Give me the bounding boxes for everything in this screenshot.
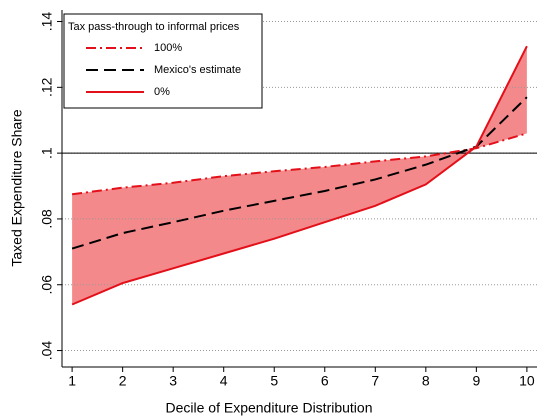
y-tick-label: .08 xyxy=(39,209,55,229)
x-tick-label: 10 xyxy=(519,373,535,389)
x-tick-label: 6 xyxy=(321,373,329,389)
y-axis-label: Taxed Expenditure Share xyxy=(9,109,25,266)
x-tick-label: 5 xyxy=(270,373,278,389)
x-tick-label: 2 xyxy=(119,373,127,389)
legend-label: Mexico's estimate xyxy=(154,64,241,76)
y-tick-label: .1 xyxy=(39,147,55,159)
shaded-band xyxy=(72,46,527,305)
x-tick-label: 3 xyxy=(169,373,177,389)
series-line xyxy=(71,96,528,250)
y-tick-label: .12 xyxy=(39,77,55,97)
y-tick-label: .04 xyxy=(39,341,55,361)
legend-label: 0% xyxy=(154,86,170,98)
x-tick-label: 7 xyxy=(371,373,379,389)
x-tick-label: 1 xyxy=(68,373,76,389)
x-tick-label: 4 xyxy=(220,373,228,389)
legend-title: Tax pass-through to informal prices xyxy=(68,21,240,33)
series-line xyxy=(71,132,528,196)
x-axis-label: Decile of Expenditure Distribution xyxy=(166,400,373,416)
series-line xyxy=(71,45,528,306)
x-tick-label: 8 xyxy=(422,373,430,389)
legend-label: 100% xyxy=(154,42,182,54)
x-tick-label: 9 xyxy=(472,373,480,389)
legend: Tax pass-through to informal prices 100% M… xyxy=(63,13,263,109)
y-tick-label: .06 xyxy=(39,275,55,295)
y-tick-label: .14 xyxy=(39,12,55,32)
